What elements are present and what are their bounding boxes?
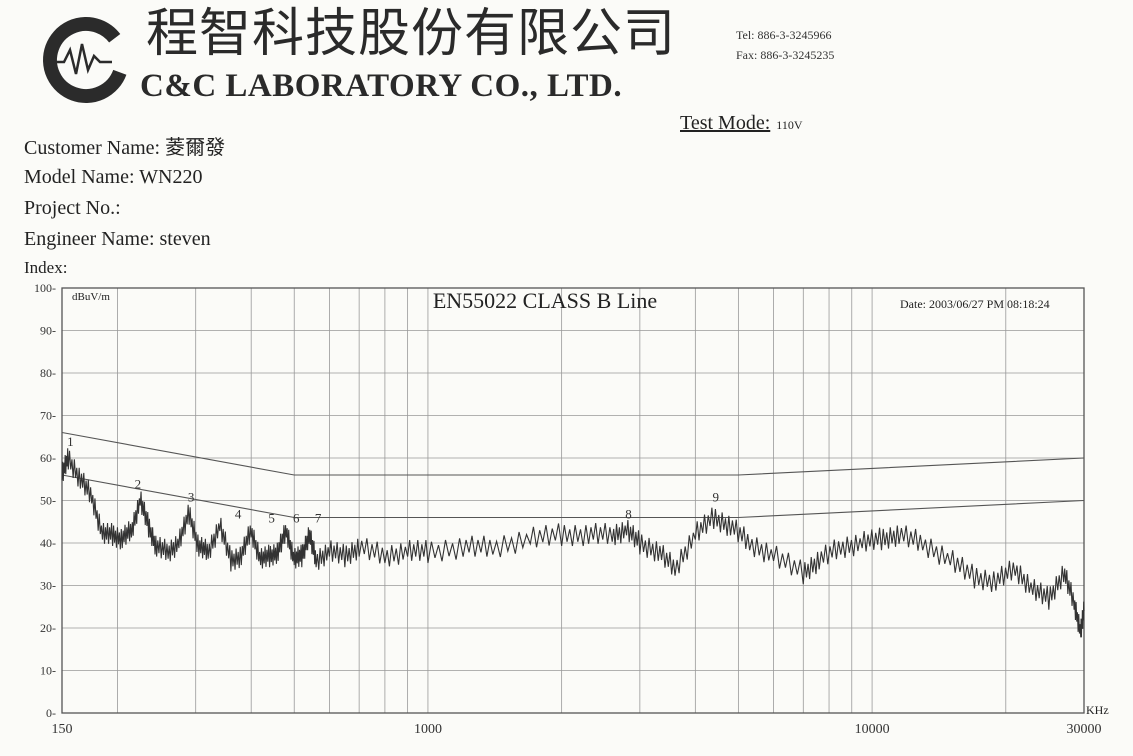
x-tick-label: 10000: [855, 722, 890, 737]
fax-number: Fax: 886-3-3245235: [736, 48, 835, 62]
marker-label: 3: [188, 489, 195, 504]
marker-label: 5: [268, 511, 275, 526]
limit-line: [61, 431, 1085, 476]
marker-label: 8: [625, 506, 632, 521]
test-mode-label: Test Mode:: [680, 112, 771, 134]
y-tick-label: 70-: [40, 409, 56, 423]
marker-label: 9: [712, 489, 719, 504]
marker-label: 4: [235, 506, 242, 521]
y-tick-label: 60-: [40, 451, 56, 465]
y-tick-label: 40-: [40, 536, 56, 550]
project-number: Project No.:: [24, 197, 121, 219]
index-label: Index:: [24, 258, 68, 277]
y-tick-label: 80-: [40, 366, 56, 380]
customer-name: Customer Name: 菱爾發: [24, 137, 226, 159]
y-tick-label: 30-: [40, 579, 56, 593]
marker-label: 1: [67, 434, 74, 449]
limit-line: [61, 474, 1085, 519]
x-tick-label: 150: [52, 722, 73, 737]
y-tick-label: 10-: [40, 664, 56, 678]
marker-label: 2: [135, 477, 142, 492]
test-mode-value: 110V: [776, 118, 803, 132]
company-name-english: C&C LABORATORY CO., LTD.: [140, 68, 623, 104]
engineer-name: Engineer Name: steven: [24, 228, 211, 250]
x-tick-label: 1000: [414, 722, 442, 737]
x-tick-label: 30000: [1067, 722, 1102, 737]
chart-grid: [62, 287, 1084, 714]
limit-lines: [61, 431, 1085, 519]
chart-title: EN55022 CLASS B Line: [433, 288, 657, 313]
marker-group: 1 2 3 4 5 6 7 8 9: [67, 434, 719, 526]
y-axis-ticks: 0- 10- 20- 30- 40- 50- 60- 70- 80- 90- 100-: [34, 281, 56, 720]
telephone-number: Tel: 886-3-3245966: [736, 28, 832, 42]
x-axis-ticks: 150 1000 10000 30000: [52, 722, 1102, 737]
y-tick-label: 90-: [40, 324, 56, 338]
emission-chart: 1 2 3 4 5 6 7 8 9 0- 10- 20- 30- 40- 50- 60- 70- 80- 90- 1…: [34, 281, 1109, 737]
y-tick-label: 50-: [40, 494, 56, 508]
chart-date: Date: 2003/06/27 PM 08:18:24: [900, 297, 1050, 311]
y-tick-label: 100-: [34, 281, 56, 295]
trace-group: [61, 448, 1085, 638]
model-name: Model Name: WN220: [24, 166, 203, 188]
marker-label: 7: [315, 511, 322, 526]
x-axis-label: KHz: [1086, 703, 1109, 717]
y-tick-label: 20-: [40, 621, 56, 635]
company-name-chinese: 程智科技股份有限公司: [146, 4, 677, 64]
y-tick-label: 0-: [46, 706, 56, 720]
company-logo: [43, 17, 129, 103]
marker-label: 6: [293, 511, 300, 526]
test-mode: Test Mode: 110V: [680, 112, 803, 135]
y-axis-label: dBuV/m: [72, 291, 110, 303]
emission-trace: [61, 448, 1085, 638]
